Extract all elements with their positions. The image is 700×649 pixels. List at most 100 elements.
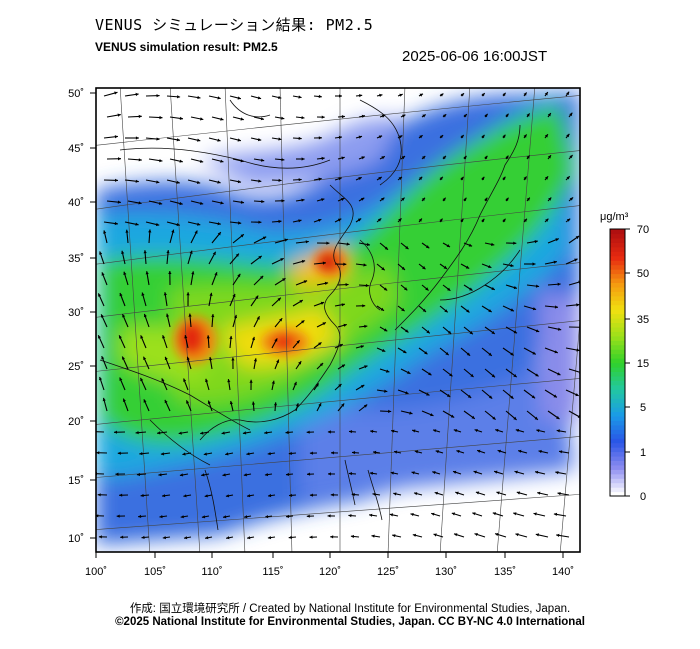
wind-arrow-head xyxy=(381,267,385,271)
wind-arrow-head xyxy=(159,115,163,120)
wind-arrow-head xyxy=(321,156,325,161)
colorbar-segment xyxy=(610,255,625,261)
wind-arrow-head xyxy=(575,393,579,397)
wind-arrow-head xyxy=(492,416,496,420)
wind-arrow-head xyxy=(469,331,473,335)
colorbar-segment xyxy=(610,304,625,310)
wind-arrow-head xyxy=(179,159,183,163)
wind-arrow-head xyxy=(515,428,520,433)
wind-arrow-head xyxy=(240,234,244,238)
wind-arrow-head xyxy=(199,201,204,205)
wind-arrow-head xyxy=(279,318,283,322)
wind-arrow-head xyxy=(574,258,578,262)
wind-arrow-head xyxy=(260,275,264,280)
wind-arrow-head xyxy=(515,533,519,537)
colorbar-segment xyxy=(610,264,625,270)
wind-arrow-head xyxy=(115,178,118,182)
wind-arrow-head xyxy=(148,229,152,233)
wind-arrow-head xyxy=(186,400,190,404)
wind-arrow-head xyxy=(143,250,147,254)
colorbar-segment xyxy=(610,340,625,346)
wind-arrow-head xyxy=(278,178,282,182)
colorbar-segment xyxy=(610,389,625,395)
colorbar-segment xyxy=(610,322,625,328)
wind-arrow-head xyxy=(237,180,241,184)
wind-arrow-head xyxy=(120,535,124,539)
colorbar-segment xyxy=(610,407,625,413)
wind-arrow-head xyxy=(470,373,474,377)
wind-arrow-head xyxy=(237,96,241,100)
wind-arrow-head xyxy=(352,451,356,455)
wind-arrow-head xyxy=(267,452,271,456)
wind-arrow-head xyxy=(390,471,394,475)
wind-arrow-head xyxy=(341,364,345,368)
wind-arrow-head xyxy=(176,222,180,227)
wind-arrow-head xyxy=(516,491,521,495)
wind-arrow-head xyxy=(360,197,365,201)
colorbar-segment xyxy=(610,411,625,417)
wind-arrow-head xyxy=(435,450,439,454)
wind-arrow-head xyxy=(569,197,574,201)
wind-arrow-head xyxy=(460,135,464,139)
wind-arrow-head xyxy=(123,271,127,275)
wind-arrow-head xyxy=(212,251,216,256)
wind-arrow-head xyxy=(115,472,119,476)
colorbar-segment xyxy=(610,384,625,390)
wind-arrow-head xyxy=(526,155,530,159)
wind-arrow-head xyxy=(257,96,262,100)
wind-arrow-head xyxy=(200,117,204,121)
wind-arrow-head xyxy=(298,219,302,223)
wind-arrow-head xyxy=(307,472,311,476)
colorbar-segment xyxy=(610,269,625,275)
colorbar-segment xyxy=(610,309,625,315)
wind-arrow-head xyxy=(240,117,244,121)
wind-arrow-head xyxy=(362,304,366,308)
wind-arrow-head xyxy=(98,293,102,297)
wind-arrow-head xyxy=(533,512,537,516)
colorbar-tick: 5 xyxy=(640,402,646,414)
wind-arrow-head xyxy=(197,95,201,100)
lat-label: 50˚ xyxy=(68,88,84,100)
lon-label: 130˚ xyxy=(435,566,457,578)
wind-arrow-head xyxy=(298,361,302,365)
wind-arrow-head xyxy=(301,116,305,120)
colorbar-segment xyxy=(610,375,625,381)
wind-arrow-head xyxy=(411,471,415,475)
wind-arrow-head xyxy=(505,197,509,201)
lat-label: 45˚ xyxy=(68,143,84,155)
wind-arrow-head xyxy=(197,138,201,142)
footer-license: ©2025 National Institute for Environment… xyxy=(115,616,585,628)
wind-arrow-head xyxy=(496,491,500,495)
wind-arrow-head xyxy=(318,342,322,346)
wind-arrow-head xyxy=(301,259,306,264)
colorbar-segment xyxy=(610,353,625,359)
wind-arrow-head xyxy=(505,155,509,159)
wind-arrow-head xyxy=(388,409,392,413)
wind-arrow-head xyxy=(177,95,181,99)
wind-arrow-head xyxy=(523,134,527,138)
colorbar-segment xyxy=(610,358,625,364)
wind-arrow-head xyxy=(446,244,450,247)
wind-arrow-head xyxy=(135,136,139,140)
lon-label: 135˚ xyxy=(494,566,516,578)
wind-arrow-head xyxy=(393,492,397,496)
wind-arrow-head xyxy=(101,314,104,318)
wind-arrow-head xyxy=(351,493,355,497)
wind-arrow-head xyxy=(449,373,453,377)
wind-arrow-head xyxy=(383,287,388,291)
wind-arrow-head xyxy=(281,199,285,203)
wind-arrow-head xyxy=(497,449,501,453)
wind-arrow-head xyxy=(454,533,458,537)
wind-arrow-head xyxy=(402,114,406,118)
wind-arrow-head xyxy=(409,411,413,415)
wind-arrow-head xyxy=(125,229,129,233)
wind-arrow-head xyxy=(338,177,342,181)
wind-arrow-head xyxy=(405,245,409,250)
wind-arrow-head xyxy=(136,472,140,477)
wind-arrow-head xyxy=(278,95,282,100)
wind-arrow-head xyxy=(286,472,290,476)
wind-arrow-head xyxy=(204,494,208,498)
colorbar-segment xyxy=(610,371,625,377)
wind-arrow-head xyxy=(510,263,514,268)
colorbar-tick: 70 xyxy=(637,224,649,236)
